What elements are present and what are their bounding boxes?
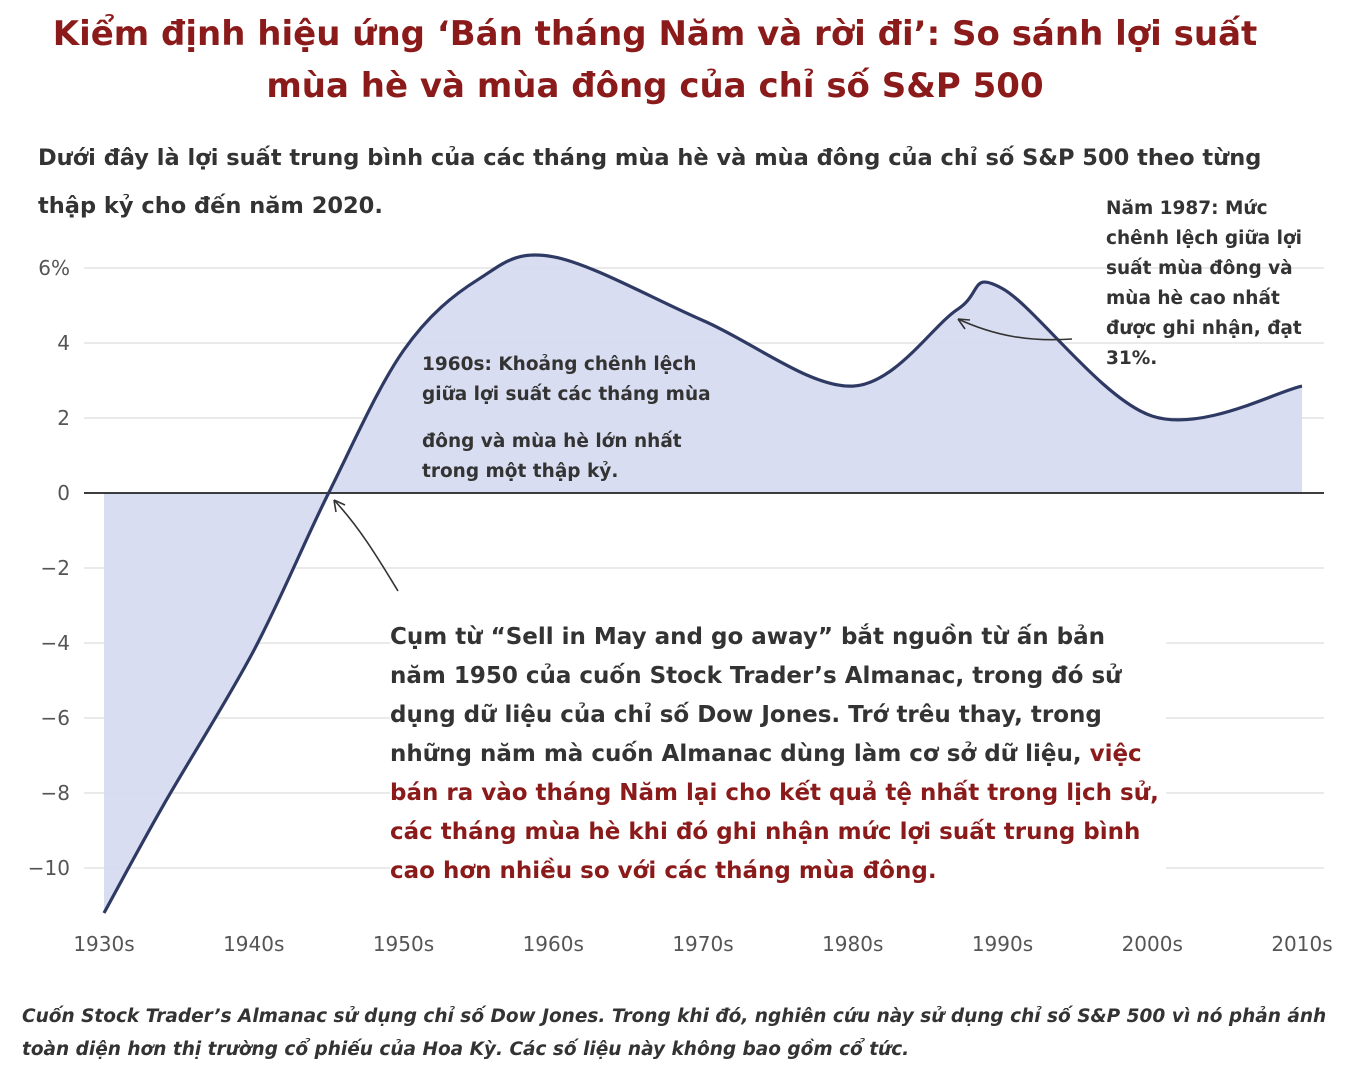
- title-line-1: Kiểm định hiệu ứng ‘Bán tháng Năm và rời…: [52, 14, 1258, 54]
- arrow-1950: [333, 499, 399, 592]
- chart-subtitle: Dưới đây là lợi suất trung bình của các …: [38, 145, 1262, 219]
- arrow-1987-head: [957, 318, 971, 330]
- annotation-main-text: Cụm từ “Sell in May and go away” bắt ngu…: [390, 624, 1122, 767]
- y-tick-label: 2: [57, 406, 70, 430]
- y-tick-label: 0: [57, 481, 70, 505]
- annotation-1960s-line1: 1960s: Khoảng chênh lệch giữa lợi suất c…: [422, 354, 711, 405]
- x-tick-label: 1990s: [972, 932, 1033, 956]
- x-tick-label: 1950s: [373, 932, 434, 956]
- annotation-1960s-line2: đông và mùa hè lớn nhất trong một thập k…: [422, 431, 682, 482]
- x-tick-label: 1960s: [523, 932, 584, 956]
- series-line: [102, 253, 1303, 914]
- x-tick-label: 1940s: [223, 932, 284, 956]
- y-axis-ticks: 6% 4 2 0 −2 −4 −6 −8 −10: [28, 256, 70, 880]
- y-tick-label: 4: [57, 331, 70, 355]
- arrow-1987: [957, 318, 1073, 341]
- y-tick-label: −10: [28, 856, 70, 880]
- y-tick-label: −2: [41, 556, 70, 580]
- x-tick-label: 1980s: [822, 932, 883, 956]
- annotation-1987: Năm 1987: Mức chênh lệch giữa lợi suất m…: [1106, 198, 1303, 369]
- arrow-1950-head: [333, 499, 346, 513]
- chart-title: Kiểm định hiệu ứng ‘Bán tháng Năm và rời…: [0, 8, 1310, 112]
- annotation-sell-in-may: Cụm từ “Sell in May and go away” bắt ngu…: [390, 614, 1166, 897]
- annotation-main-highlight: việc bán ra vào tháng Năm lại cho kết qu…: [390, 741, 1159, 884]
- footnote: Cuốn Stock Trader’s Almanac sử dụng chỉ …: [22, 1006, 1327, 1060]
- annotation-1960s: 1960s: Khoảng chênh lệch giữa lợi suất c…: [422, 350, 742, 487]
- x-axis-ticks: 1930s 1940s 1950s 1960s 1970s 1980s 1990s 2000s…: [73, 932, 1332, 956]
- y-tick-label: −6: [41, 706, 70, 730]
- x-tick-label: 2000s: [1122, 932, 1183, 956]
- x-tick-label: 2010s: [1271, 932, 1332, 956]
- x-tick-label: 1930s: [73, 932, 134, 956]
- y-tick-label: −4: [41, 631, 70, 655]
- y-tick-label: 6%: [38, 256, 70, 280]
- x-tick-label: 1970s: [672, 932, 733, 956]
- title-line-2: mùa hè và mùa đông của chỉ số S&P 500: [266, 66, 1044, 106]
- y-tick-label: −8: [41, 781, 70, 805]
- area-fill: [104, 254, 1302, 913]
